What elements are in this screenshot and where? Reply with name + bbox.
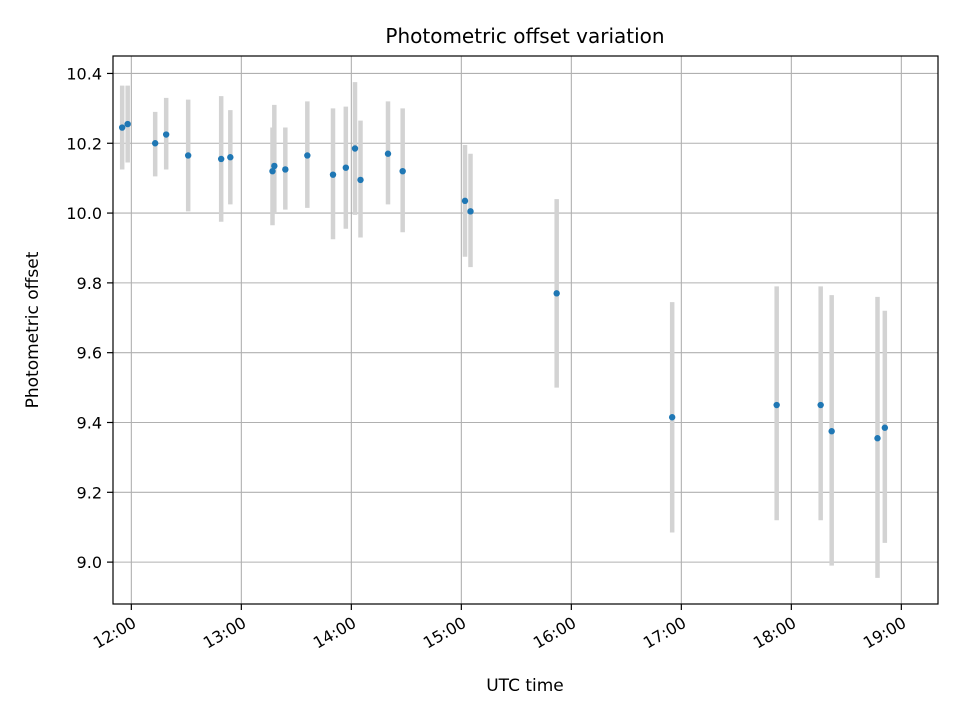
data-point (269, 167, 276, 175)
data-point (668, 414, 676, 421)
data-point (118, 124, 126, 131)
data-point (217, 155, 225, 163)
data-point (553, 290, 560, 297)
data-point (874, 435, 881, 442)
data-point (384, 150, 392, 157)
plot-frame (112, 55, 939, 605)
chart-title: Photometric offset variation (385, 24, 664, 48)
y-tick-label: 10.2 (66, 134, 102, 153)
data-point (162, 131, 170, 138)
data-point (227, 154, 234, 161)
data-point (881, 424, 889, 431)
data-point (828, 428, 835, 435)
data-point (357, 176, 364, 184)
data-point (467, 208, 474, 215)
data-point (351, 145, 359, 152)
x-axis-label: UTC time (486, 676, 564, 696)
y-tick-label: 10.0 (66, 204, 102, 223)
data-point (124, 120, 131, 128)
y-tick-label: 9.6 (77, 344, 102, 363)
data-point (329, 171, 337, 178)
y-axis-ticks: 9.0 9.2 9.4 9.6 9.8 10.0 10.2 10.4 (66, 64, 113, 572)
y-tick-label: 10.4 (66, 64, 102, 83)
y-tick-label: 9.4 (77, 413, 102, 432)
data-point (271, 162, 278, 170)
data-point (184, 152, 192, 159)
data-point (151, 140, 159, 147)
data-point (304, 152, 311, 159)
data-point (461, 197, 469, 205)
data-point (773, 401, 780, 409)
grid (113, 56, 938, 604)
data-point (282, 166, 289, 173)
y-axis-label: Photometric offset (23, 251, 43, 408)
data-point (817, 401, 824, 409)
data-point (399, 167, 406, 175)
data-points (118, 120, 889, 442)
y-tick-label: 9.0 (77, 553, 102, 572)
data-point (342, 164, 350, 171)
y-tick-label: 9.8 (77, 274, 102, 293)
y-tick-label: 9.2 (77, 483, 102, 502)
